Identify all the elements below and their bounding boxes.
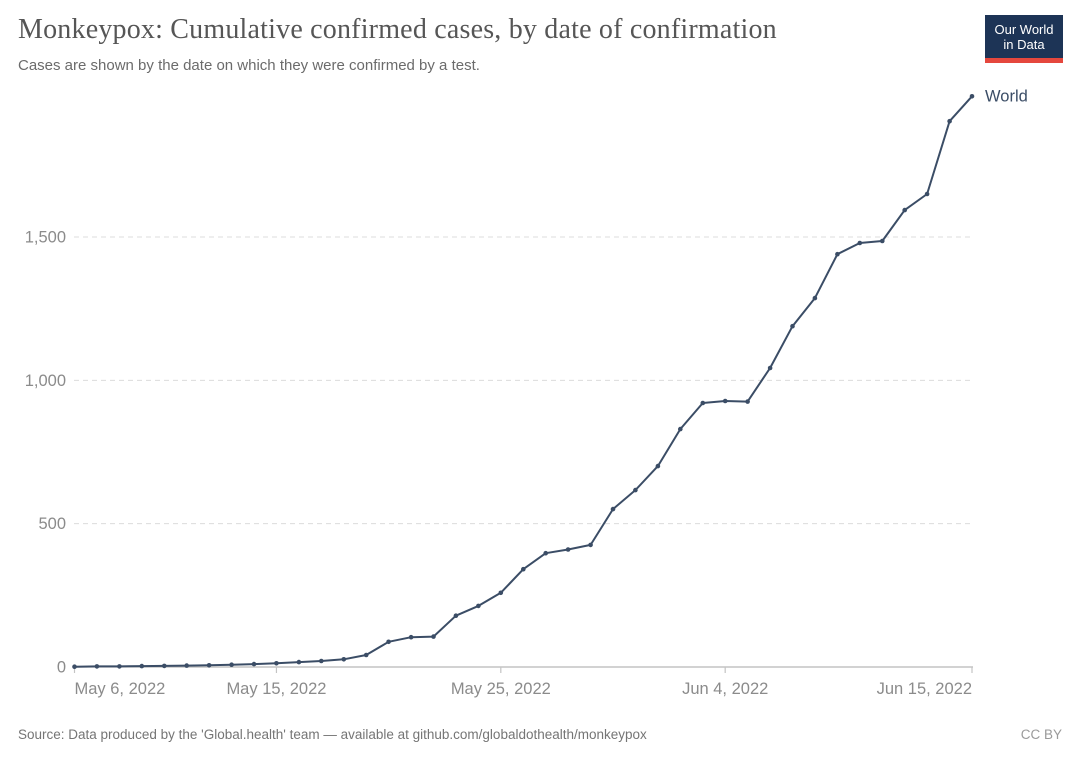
data-point — [319, 658, 324, 664]
data-point — [902, 207, 907, 213]
owid-logo-line1: Our World — [994, 21, 1054, 37]
data-point — [139, 663, 145, 669]
data-point — [880, 238, 885, 244]
owid-logo-line2: in Data — [1003, 36, 1045, 52]
data-line-world — [73, 95, 973, 668]
data-point — [610, 506, 616, 512]
data-point — [565, 547, 571, 552]
data-point — [835, 251, 840, 257]
x-axis-tick-label: Jun 4, 2022 — [682, 680, 768, 698]
chart-header: Monkeypox: Cumulative confirmed cases, b… — [0, 0, 1080, 85]
y-axis-tick-label: 1,500 — [25, 229, 66, 247]
data-point — [476, 603, 481, 609]
data-point — [767, 365, 773, 371]
x-axis-tick-label: Jun 15, 2022 — [877, 680, 972, 698]
data-point — [296, 659, 302, 665]
y-axis-tick-label: 0 — [57, 659, 66, 677]
chart-footer: Source: Data produced by the 'Global.hea… — [0, 718, 1080, 763]
data-point — [969, 94, 975, 99]
data-point — [655, 463, 661, 469]
data-point — [947, 118, 952, 124]
data-point — [229, 662, 234, 667]
data-point — [745, 399, 750, 404]
data-point — [386, 639, 391, 645]
data-point — [722, 398, 728, 404]
chart-canvas: 0 500 1,000 1,500 May 6, 2022 May 15, 2022 May… — [25, 87, 1028, 698]
data-point — [341, 657, 347, 662]
data-point — [431, 634, 436, 639]
data-point — [274, 661, 279, 666]
line-chart: 0 500 1,000 1,500 May 6, 2022 May 15, 2022 May… — [0, 85, 1080, 715]
data-point — [700, 400, 706, 406]
owid-logo: Our World in Data — [985, 15, 1063, 63]
data-point — [633, 487, 638, 493]
data-point — [924, 191, 930, 197]
data-point — [363, 652, 369, 658]
chart-subtitle: Cases are shown by the date on which the… — [18, 57, 480, 74]
license-badge: CC BY — [1020, 727, 1062, 742]
data-point — [790, 323, 795, 329]
source-note: Source: Data produced by the 'Global.hea… — [18, 727, 647, 742]
data-point — [543, 550, 548, 556]
data-point — [206, 663, 212, 668]
y-axis-tick-label: 1,000 — [25, 372, 66, 390]
data-point — [72, 664, 77, 669]
data-point — [812, 295, 818, 301]
series-end-label: World — [985, 87, 1028, 105]
chart-title: Monkeypox: Cumulative confirmed cases, b… — [18, 14, 777, 45]
data-point — [408, 634, 414, 640]
data-point — [588, 542, 593, 548]
x-axis-tick-label: May 15, 2022 — [226, 680, 326, 698]
data-point — [162, 663, 167, 669]
data-point — [184, 663, 189, 668]
y-axis-tick-label: 500 — [38, 515, 66, 533]
data-point — [498, 590, 504, 596]
data-point — [94, 664, 100, 669]
x-axis-tick-label: May 25, 2022 — [451, 680, 551, 698]
data-point — [453, 613, 459, 618]
data-point — [857, 240, 863, 246]
data-point — [678, 426, 683, 432]
data-point — [251, 661, 257, 667]
x-axis-tick-label: May 6, 2022 — [75, 680, 166, 698]
data-point — [521, 566, 526, 572]
data-point — [117, 664, 122, 669]
